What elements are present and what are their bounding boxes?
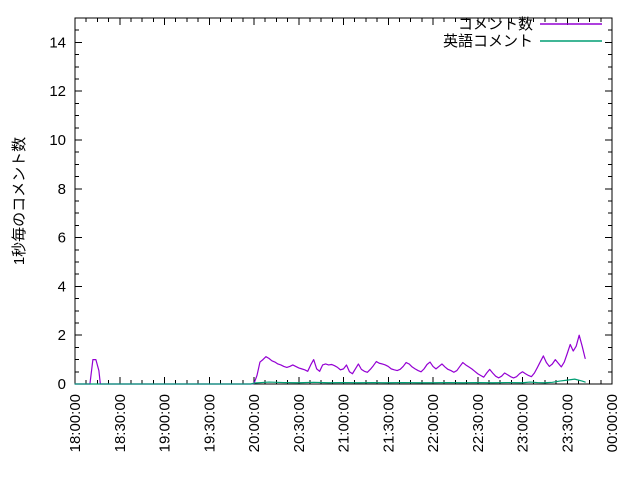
x-tick-label: 18:00:00 [67,394,84,452]
x-tick-label: 23:30:00 [559,394,576,452]
legend-label-1: コメント数 [458,16,533,33]
y-axis-ticks: 0 2 4 6 8 10 12 14 [49,17,612,393]
series-line-1 [74,334,586,385]
y-tick-label: 8 [58,181,66,198]
x-tick-label: 20:00:00 [246,394,263,452]
x-tick-label: 19:00:00 [157,394,174,452]
x-tick-label: 18:30:00 [112,394,129,452]
x-tick-label: 22:00:00 [425,394,442,452]
x-tick-label: 23:00:00 [515,394,532,452]
x-tick-label: 19:30:00 [201,394,218,452]
x-tick-label: 00:00:00 [604,394,621,452]
plot-border [74,17,613,385]
x-tick-label: 21:30:00 [380,394,397,452]
plot-frame [74,17,613,385]
legend-label-2: 英語コメント [443,32,533,50]
y-tick-label: 0 [58,376,66,393]
y-tick-label: 4 [58,278,66,295]
series-line-2 [74,378,586,385]
series-group [74,334,586,385]
y-tick-label: 10 [49,132,66,149]
x-tick-label: 22:30:00 [470,394,487,452]
y-tick-label: 6 [58,230,66,247]
y-tick-label: 12 [49,83,66,100]
x-tick-label: 20:30:00 [291,394,308,452]
x-tick-label: 21:00:00 [336,394,353,452]
y-tick-label: 14 [49,34,66,51]
x-axis-ticks: 18:00:00 18:30:00 19:00:00 19:30:00 20:00:00… [67,18,621,452]
y-tick-label: 2 [58,327,66,344]
y-axis-title: 1秒毎のコメント数 [11,137,28,265]
